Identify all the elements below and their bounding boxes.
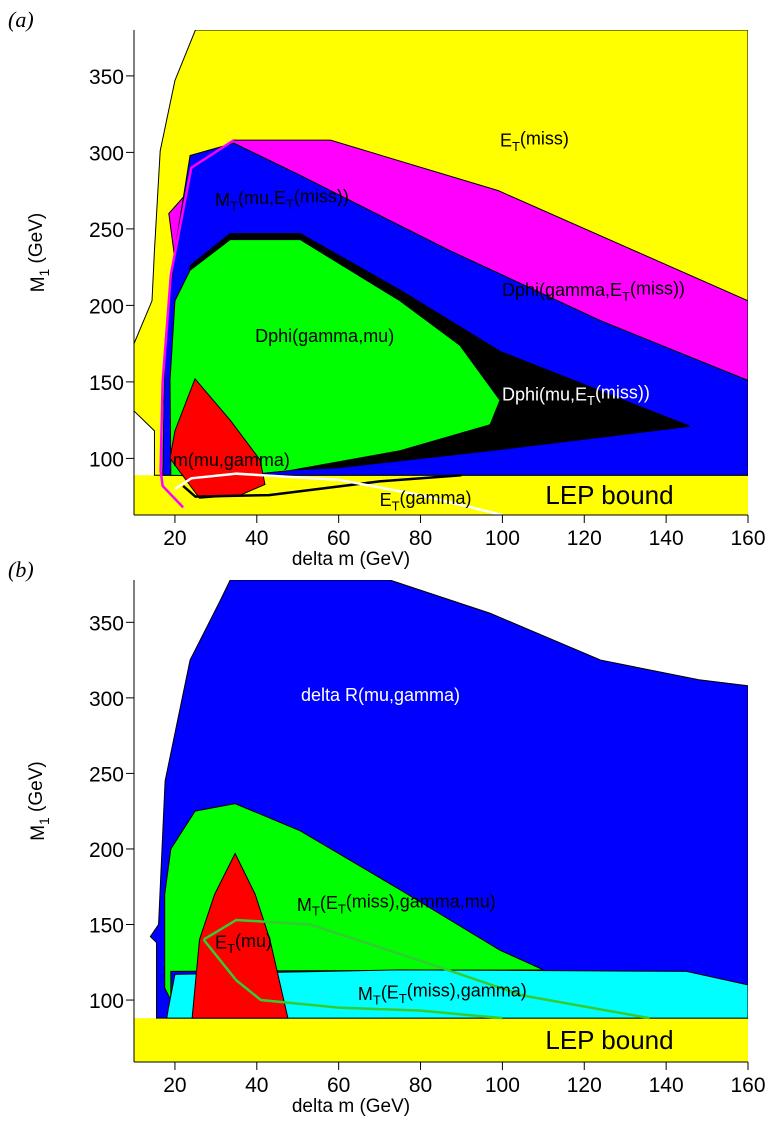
contour-line [202,918,650,1020]
text-part: M [28,276,49,292]
text-part: M [215,190,230,210]
panel-label: (a) [8,7,34,32]
x-tick-label: 20 [163,527,186,550]
region [191,852,289,1019]
text-part: (E [320,893,338,913]
text-part: E [500,130,512,150]
y-tick-label: 200 [89,839,124,862]
text-part: Dphi(gamma,E [502,280,622,300]
y-tick-label: 300 [89,142,124,165]
contour-line [202,938,503,1020]
y-axis-label: M1 (GeV) [26,213,52,292]
text-part: (E [381,982,399,1002]
contour-line [174,472,503,515]
x-tick-label: 160 [730,527,765,550]
x-tick-label: 140 [649,1074,684,1097]
annotation: Dphi(mu,ET(miss)) [502,382,650,407]
text-part: (miss)) [630,278,685,298]
subscript: T [338,902,346,917]
subscript: T [622,289,630,304]
text-part: E [380,490,392,510]
text-part: (miss)) [595,382,650,402]
text-part: (GeV) [26,213,47,269]
annotation: Dphi(gamma,mu) [255,326,394,346]
y-tick-label: 250 [89,219,124,242]
annotation: ET(gamma) [380,488,472,513]
text-part: (mu,E [238,188,286,208]
x-tick-label: 100 [485,1074,520,1097]
text-part: (miss)) [294,186,349,206]
y-tick-label: 350 [89,66,124,89]
subscript: T [230,198,238,213]
x-tick-label: 20 [163,1074,186,1097]
y-tick-label: 100 [89,990,124,1013]
x-tick-label: 60 [327,1074,350,1097]
text-part: (miss),gamma,mu) [346,891,496,911]
annotation: ET(miss) [500,129,569,154]
contour-line [159,139,235,509]
text-part: E [215,933,227,953]
subscript: T [512,139,520,154]
text-part: M [297,895,312,915]
subscript: T [373,993,381,1008]
x-tick-label: 120 [567,1074,602,1097]
text-part: (GeV) [26,761,47,817]
text-part: (miss) [520,129,569,149]
text-part: m(mu,gamma) [173,450,290,470]
y-axis-label: M1 (GeV) [26,761,52,840]
annotation: Dphi(gamma,ET(miss)) [502,278,685,303]
y-tick-label: 250 [89,763,124,786]
plot-area [134,30,748,515]
text-part: Dphi(gamma,mu) [255,326,394,346]
y-tick-label: 150 [89,915,124,938]
text-part: (gamma) [400,488,472,508]
x-axis-label: delta m (GeV) [292,549,410,570]
panel-label: (b) [8,557,34,582]
y-tick-label: 350 [89,612,124,635]
x-tick-label: 40 [245,527,268,550]
subscript: 1 [37,269,52,277]
subscript: 1 [37,817,52,825]
text-part: M [28,825,49,841]
annotation: MT(ET(miss),gamma) [358,981,527,1008]
annotation: ET(mu) [215,931,272,956]
region [169,239,501,478]
band [134,1018,748,1062]
text-part: (mu) [235,931,272,951]
x-tick-label: 80 [409,1074,432,1097]
text-part: M [358,984,373,1004]
annotation: delta R(mu,gamma) [301,685,460,705]
subscript: T [399,991,407,1006]
y-tick-label: 100 [89,448,124,471]
annotation: MT(ET(miss),gamma,mu) [297,891,496,918]
y-tick-label: 300 [89,688,124,711]
band-label: LEP bound [545,1025,673,1055]
x-axis-label: delta m (GeV) [292,1096,410,1117]
x-tick-label: 120 [567,527,602,550]
subscript: T [227,941,235,956]
subscript: T [587,393,595,408]
y-tick-label: 150 [89,372,124,395]
plot-area [134,580,748,1062]
x-tick-label: 40 [245,1074,268,1097]
annotation: m(mu,gamma) [173,450,290,470]
subscript: T [312,903,320,918]
text-part: delta R(mu,gamma) [301,685,460,705]
text-part: Dphi(mu,E [502,384,587,404]
band-label: LEP bound [545,480,673,510]
subscript: T [286,197,294,212]
y-tick-label: 200 [89,295,124,318]
contour-line [182,473,462,498]
x-tick-label: 140 [649,527,684,550]
x-tick-label: 60 [327,527,350,550]
x-tick-label: 100 [485,527,520,550]
x-tick-label: 160 [730,1074,765,1097]
x-tick-label: 80 [409,527,432,550]
annotation: MT(mu,ET(miss)) [215,186,349,213]
subscript: T [392,498,400,513]
text-part: (miss),gamma) [407,981,527,1001]
